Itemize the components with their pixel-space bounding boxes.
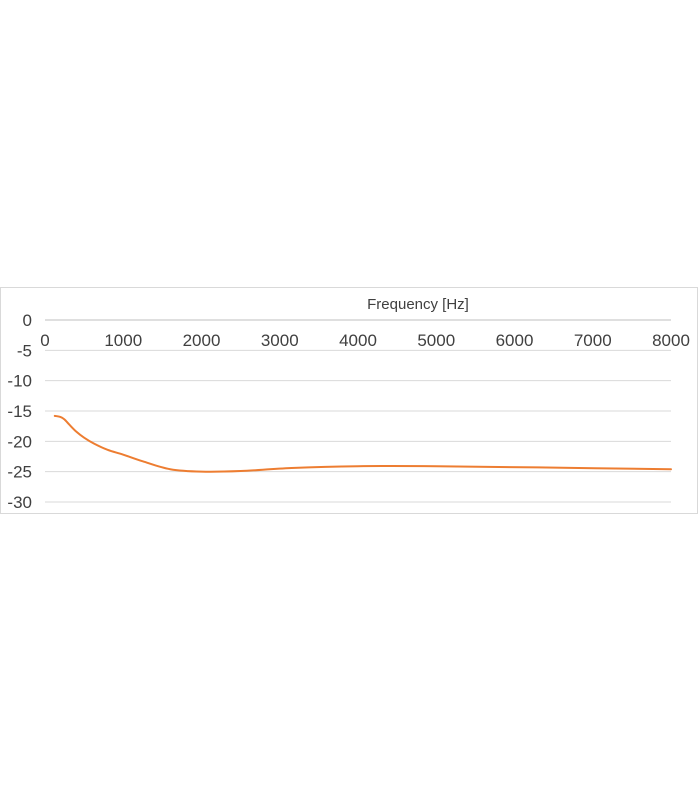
y-tick-label: -30 [7, 493, 32, 512]
y-tick-label: -15 [7, 402, 32, 421]
x-tick-label: 6000 [496, 331, 534, 350]
y-tick-labels: 0 -5 -10 -15 -20 -25 -30 [7, 311, 32, 512]
y-tick-label: -5 [17, 341, 32, 360]
series-layer [53, 414, 672, 473]
chart-area [0, 287, 698, 514]
x-tick-label: 7000 [574, 331, 612, 350]
x-tick-label: 0 [40, 331, 49, 350]
x-tick-label: 4000 [339, 331, 377, 350]
x-tick-labels: 0 1000 2000 3000 4000 5000 6000 7000 8000 [40, 331, 690, 350]
x-tick-label: 1000 [104, 331, 142, 350]
y-tick-label: -25 [7, 463, 32, 482]
y-tick-label: 0 [23, 311, 32, 330]
y-tick-label: -10 [7, 372, 32, 391]
x-tick-label: 5000 [417, 331, 455, 350]
gridlines [45, 319, 671, 503]
x-tick-label: 2000 [183, 331, 221, 350]
x-tick-label: 8000 [652, 331, 690, 350]
x-tick-label: 3000 [261, 331, 299, 350]
y-tick-label: -20 [7, 432, 32, 451]
series-line [53, 414, 672, 473]
x-axis-title: Frequency [Hz] [367, 296, 469, 313]
